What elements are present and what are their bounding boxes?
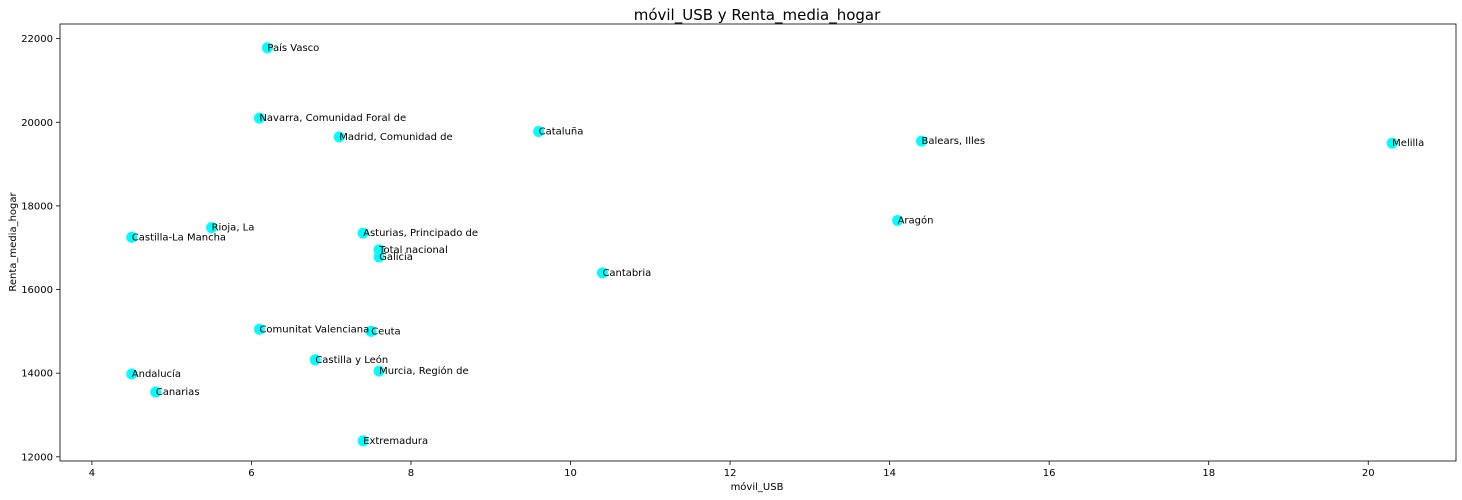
data-point	[309, 354, 321, 366]
x-tick-label: 20	[1362, 468, 1375, 479]
data-point	[373, 365, 385, 377]
data-point-label: Balears, Illes	[922, 136, 986, 147]
x-tick-label: 6	[248, 468, 254, 479]
data-point-label: Cantabria	[602, 268, 651, 279]
y-tick-label: 14000	[21, 369, 53, 380]
x-tick-label: 8	[408, 468, 414, 479]
data-point-label: Galicia	[379, 252, 413, 263]
data-point	[373, 251, 385, 263]
data-point	[150, 386, 162, 398]
data-point-label: Murcia, Región de	[379, 365, 469, 377]
data-point-label: Navarra, Comunidad Foral de	[259, 113, 406, 124]
data-point	[253, 323, 265, 335]
data-point	[357, 435, 369, 447]
data-point-label: Comunitat Valenciana	[259, 324, 369, 335]
data-point-label: Rioja, La	[212, 223, 255, 234]
y-tick-label: 12000	[21, 452, 53, 463]
x-tick-label: 16	[1043, 468, 1056, 479]
x-tick-label: 18	[1202, 468, 1215, 479]
data-point	[1386, 137, 1398, 149]
data-point-label: País Vasco	[267, 42, 319, 54]
y-tick-label: 20000	[21, 118, 53, 129]
x-axis-title: móvil_USB	[731, 481, 784, 493]
x-tick-label: 14	[883, 468, 896, 479]
x-tick-label: 10	[564, 468, 577, 479]
x-tick-label: 4	[89, 468, 95, 479]
data-point-label: Aragón	[898, 215, 934, 227]
x-tick-label: 12	[724, 468, 737, 479]
data-point-label: Canarias	[156, 387, 200, 398]
data-point-label: Total nacional	[378, 245, 448, 256]
data-point	[253, 112, 265, 124]
plot-frame	[59, 23, 1457, 462]
y-axis-title: Renta_media_hogar	[8, 192, 19, 292]
chart-title: móvil_USB y Renta_media_hogar	[634, 6, 881, 25]
data-points: País Vasco Navarra, Comunidad Foral de Mad…	[126, 42, 1424, 447]
y-tick-label: 18000	[21, 201, 53, 212]
data-point-label: Melilla	[1392, 138, 1424, 149]
data-point	[357, 227, 369, 239]
data-point-label: Asturias, Principado de	[363, 228, 478, 239]
data-point	[261, 42, 273, 54]
data-point-label: Andalucía	[132, 368, 181, 380]
y-tick-label: 16000	[21, 285, 53, 296]
data-point-label: Cataluña	[539, 126, 584, 137]
y-axis: 12000 14000 16000 18000 20000 22000	[21, 34, 60, 463]
data-point	[596, 267, 608, 279]
data-point	[892, 215, 904, 227]
x-axis: 4 6 8 10 12 14 16 18 20	[89, 461, 1375, 479]
data-point	[365, 325, 377, 337]
data-point-label: Ceuta	[371, 326, 401, 337]
data-point-label: Castilla y León	[315, 354, 388, 366]
data-point-label: Castilla-La Mancha	[132, 232, 226, 243]
data-point	[533, 125, 545, 137]
data-point	[126, 231, 138, 243]
y-tick-label: 22000	[21, 34, 53, 45]
data-point	[333, 131, 345, 143]
data-point	[916, 135, 928, 147]
data-point	[126, 368, 138, 380]
data-point-label: Extremadura	[363, 436, 428, 447]
data-point-label: Madrid, Comunidad de	[339, 132, 453, 143]
data-point	[206, 222, 218, 234]
